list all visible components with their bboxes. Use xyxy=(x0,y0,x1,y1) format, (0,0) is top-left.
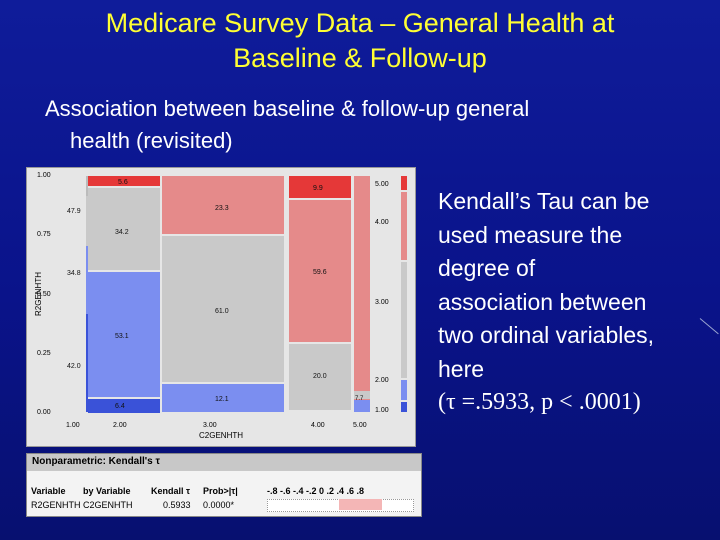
table-column-headers: Variable by Variable Kendall τ Prob>|τ| … xyxy=(27,486,421,496)
x-tick: 5.00 xyxy=(353,422,367,429)
row-prob: 0.0000* xyxy=(203,500,235,510)
x-tick: 4.00 xyxy=(311,422,325,429)
col5-light-red-cell xyxy=(354,176,370,400)
cell-label: 47.9 xyxy=(67,208,81,215)
subtitle-line1: Association between baseline & follow-up… xyxy=(45,96,530,121)
y-axis-label: R2GENHTH xyxy=(34,272,43,316)
cell-label: 53.1 xyxy=(115,333,129,340)
right-tick: 4.00 xyxy=(375,219,389,226)
slide-title-line1: Medicare Survey Data – General Health at xyxy=(105,8,615,38)
col2-light-blue-cell xyxy=(88,272,160,397)
x-tick: 1.00 xyxy=(66,422,80,429)
side-line5: two ordinal variables, xyxy=(438,322,655,348)
y-tick: 0.75 xyxy=(37,231,51,238)
slide-subtitle: Association between baseline & follow-up… xyxy=(45,93,685,157)
col-by-variable: by Variable xyxy=(83,486,131,496)
col2-gray-cell xyxy=(88,188,160,270)
col2-blue-cell xyxy=(88,399,160,413)
right-tick: 1.00 xyxy=(375,407,389,414)
cell-label: 34.2 xyxy=(115,229,129,236)
right-scale-red xyxy=(401,176,407,190)
side-line2: used measure the xyxy=(438,221,623,248)
cell-label: 7.7 xyxy=(355,396,364,402)
side-line6: here xyxy=(438,355,485,382)
cell-label: 12.1 xyxy=(215,396,229,403)
side-line3: degree of xyxy=(438,255,536,281)
col3-gray-cell xyxy=(162,236,284,382)
cell-label: 9.9 xyxy=(313,185,323,192)
x-axis-label: C2GENHTH xyxy=(199,431,243,440)
col1-blue-cell xyxy=(86,314,88,412)
mosaic-plot: 1.00 0.75 0.50 0.25 0.00 R2GENHTH 5.6 47… xyxy=(34,172,407,440)
x-tick: 2.00 xyxy=(113,422,127,429)
cell-label: 6.4 xyxy=(115,403,125,410)
x-tick: 3.00 xyxy=(203,422,217,429)
side-line1: Kendall’s Tau can be xyxy=(438,188,650,214)
table-row: R2GENHTH C2GENHTH 0.5933 0.0000* xyxy=(27,499,421,512)
col4-red-cell xyxy=(289,176,351,198)
y-tick: 0.00 xyxy=(37,409,51,416)
kendall-statistic: (τ =.5933, p < .0001) xyxy=(438,389,641,415)
cell-label: 34.8 xyxy=(67,270,81,277)
cell-label: 61.0 xyxy=(215,308,229,315)
right-tick: 2.00 xyxy=(375,377,389,384)
cell-label: 20.0 xyxy=(313,373,327,380)
right-scale-light-blue xyxy=(401,380,407,400)
right-scale-light-red xyxy=(401,192,407,260)
kendall-table: Nonparametric: Kendall's τ Variable by V… xyxy=(26,453,422,517)
y-tick: 0.25 xyxy=(37,350,51,357)
col2-red-cell xyxy=(88,176,160,186)
right-scale-gray xyxy=(401,262,407,378)
cell-label: 42.0 xyxy=(67,363,81,370)
col-kendall-tau: Kendall τ xyxy=(151,486,191,496)
col5-gray-cell xyxy=(354,391,370,399)
tau-bar xyxy=(339,499,382,510)
subtitle-line2: health (revisited) xyxy=(70,128,233,153)
row-tau: 0.5933 xyxy=(163,500,191,510)
col-variable: Variable xyxy=(31,486,66,496)
y-tick: 1.00 xyxy=(37,172,51,179)
table-header: Nonparametric: Kendall's τ xyxy=(27,454,421,471)
row-by-variable: C2GENHTH xyxy=(83,500,133,510)
slide-title: Medicare Survey Data – General Health at… xyxy=(0,6,720,76)
mosaic-plot-panel: 1.00 0.75 0.50 0.25 0.00 R2GENHTH 5.6 47… xyxy=(26,167,416,447)
col5-blue-cell xyxy=(354,400,370,412)
col1-light-blue-cell xyxy=(86,246,88,314)
col1-gray-cell xyxy=(86,196,88,246)
cell-label: 5.6 xyxy=(118,179,128,186)
slide-title-line2: Baseline & Follow-up xyxy=(233,43,487,73)
col3-light-red-cell xyxy=(162,176,284,234)
bar-axis-ticks: -.8 -.6 -.4 -.2 0 .2 .4 .6 .8 xyxy=(267,486,365,496)
right-tick: 5.00 xyxy=(375,181,389,188)
side-text: Kendall’s Tau can be used measure the de… xyxy=(438,185,708,420)
col4-light-red-cell xyxy=(289,200,351,342)
cell-label: 23.3 xyxy=(215,205,229,212)
col4-gray-cell xyxy=(289,344,351,410)
y-tick: 0.50 xyxy=(37,291,51,298)
side-line4: association between xyxy=(438,288,647,315)
right-tick: 3.00 xyxy=(375,299,389,306)
col3-light-blue-cell xyxy=(162,384,284,412)
col-prob: Prob>|τ| xyxy=(203,486,238,496)
right-scale-blue xyxy=(401,402,407,412)
row-variable: R2GENHTH xyxy=(31,500,81,510)
cell-label: 59.6 xyxy=(313,269,327,276)
